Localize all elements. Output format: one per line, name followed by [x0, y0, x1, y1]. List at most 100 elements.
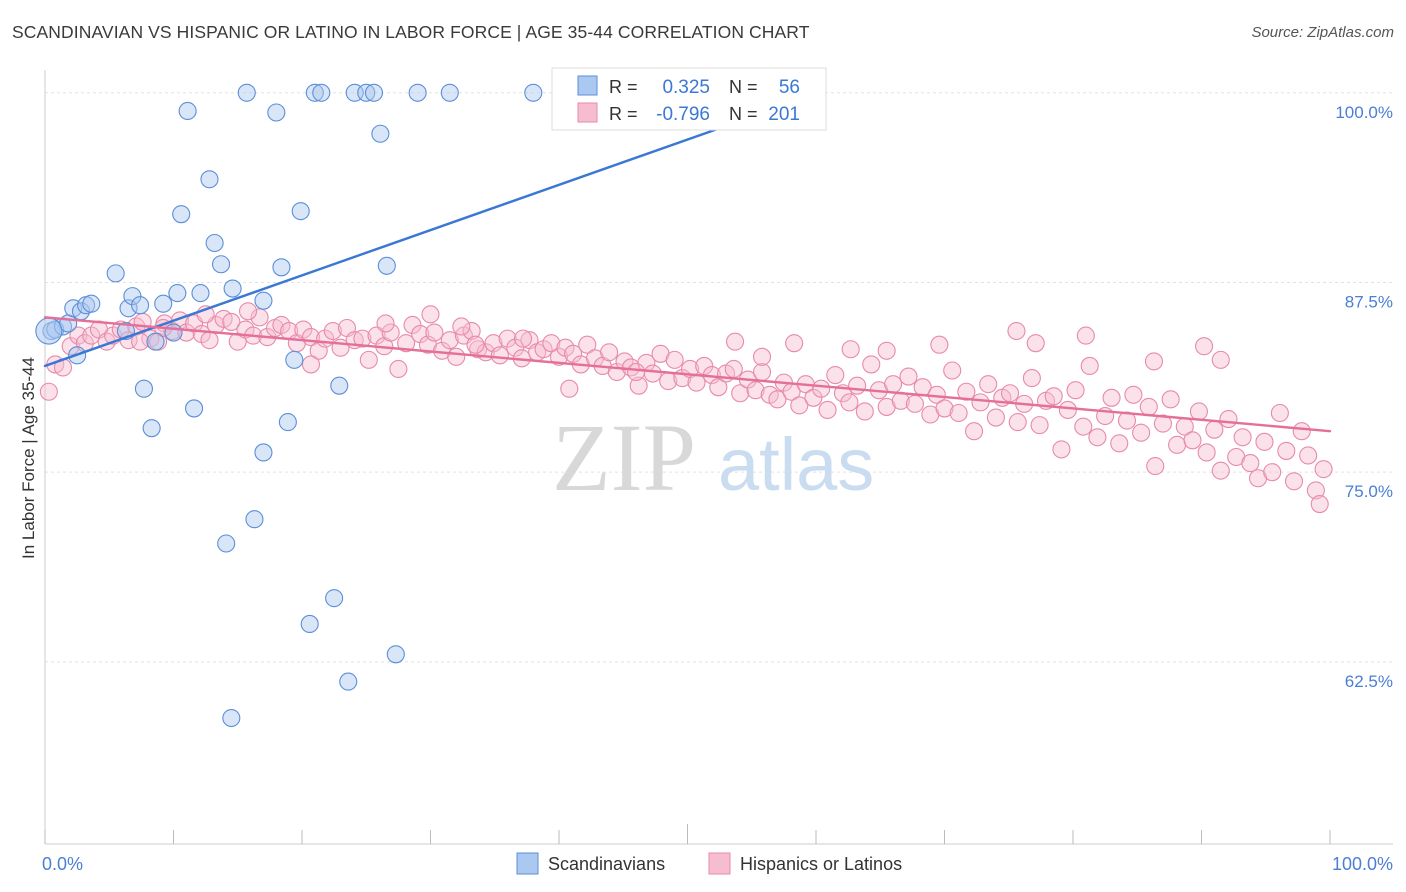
point-hispanics-108: [826, 365, 845, 385]
tick-labels: 100.0% 87.5% 75.0% 62.5% 0.0% 100.0%: [42, 103, 1393, 874]
point-scandinavians-8: [82, 294, 101, 313]
point-scandinavians-48: [408, 83, 427, 102]
point-hispanics-81: [629, 376, 648, 395]
point-hispanics-58: [462, 321, 481, 341]
point-hispanics-178: [1195, 337, 1214, 356]
point-scandinavians-53: [222, 708, 241, 728]
point-hispanics-165: [1241, 454, 1260, 473]
point-hispanics-155: [1168, 435, 1187, 454]
point-hispanics-118: [899, 367, 918, 386]
point-hispanics-174: [1306, 481, 1325, 500]
point-hispanics-185: [752, 347, 772, 366]
point-scandinavians-34: [285, 350, 304, 369]
stats-n-label-2: N =: [729, 104, 758, 124]
point-hispanics-97: [746, 381, 765, 400]
point-hispanics-170: [1277, 441, 1296, 460]
point-hispanics-90: [695, 356, 714, 375]
point-scandinavians-22: [185, 399, 204, 418]
point-hispanics-162: [1219, 410, 1238, 429]
point-scandinavians-23: [191, 284, 210, 303]
point-hispanics-199: [841, 340, 860, 359]
point-scandinavians-28: [223, 279, 242, 298]
trend-line-scandinavians: [43, 93, 818, 368]
point-scandinavians-54: [254, 443, 273, 462]
point-hispanics-188: [513, 329, 533, 348]
point-scandinavians-50: [524, 83, 543, 102]
stats-swatch-hispanics: [577, 102, 598, 123]
y-tick-label-3: 62.5%: [1345, 672, 1393, 691]
point-scandinavians-21: [178, 101, 197, 121]
point-hispanics-44: [359, 350, 378, 369]
point-hispanics-175: [1314, 460, 1333, 479]
point-hispanics-64: [506, 338, 525, 357]
point-hispanics-184: [785, 334, 804, 353]
point-hispanics-50: [403, 315, 422, 335]
point-hispanics-125: [949, 403, 968, 423]
bottom-legend: Scandinavians Hispanics or Latinos: [516, 852, 902, 875]
point-hispanics-113: [862, 355, 881, 374]
point-hispanics-105: [804, 388, 823, 407]
point-hispanics-142: [1074, 417, 1093, 436]
point-scandinavians-40: [330, 376, 349, 395]
point-hispanics-100: [768, 390, 787, 409]
point-hispanics-53: [425, 323, 444, 342]
point-hispanics-112: [855, 402, 874, 421]
point-scandinavians-20: [172, 205, 191, 224]
legend-item-scandinavians[interactable]: Scandinavians: [516, 852, 665, 875]
point-hispanics-95: [731, 384, 750, 403]
stats-legend-box: [551, 67, 827, 131]
point-scandinavians-33: [278, 413, 297, 432]
point-scandinavians-17: [154, 294, 173, 313]
point-hispanics-161: [1211, 461, 1230, 480]
point-hispanics-92: [709, 378, 728, 397]
stats-r-value-hispanics: -0.796: [656, 104, 710, 125]
point-scandinavians-45: [371, 124, 390, 143]
point-hispanics-70: [549, 347, 569, 366]
point-hispanics-169: [1270, 403, 1289, 423]
legend-label-scandinavians: Scandinavians: [548, 854, 665, 874]
point-hispanics-179: [1144, 352, 1164, 371]
point-hispanics-139: [1052, 440, 1071, 459]
stats-r-label-1: R =: [609, 77, 638, 97]
point-hispanics-177: [1211, 350, 1230, 369]
point-hispanics-83: [643, 364, 662, 383]
point-scandinavians-26: [211, 255, 231, 274]
point-hispanics-157: [1183, 431, 1202, 450]
point-hispanics-200: [725, 332, 745, 351]
y-tick-label-1: 87.5%: [1345, 292, 1393, 311]
point-hispanics-192: [376, 314, 395, 333]
point-hispanics-198: [1007, 321, 1026, 341]
point-hispanics-183: [877, 341, 896, 360]
point-hispanics-29: [250, 308, 269, 327]
point-hispanics-150: [1132, 423, 1151, 442]
point-hispanics-181: [1026, 334, 1045, 353]
point-hispanics-152: [1146, 457, 1165, 476]
trend-line-hispanics: [43, 316, 1332, 433]
point-hispanics-69: [542, 334, 561, 353]
legend-item-hispanics[interactable]: Hispanics or Latinos: [708, 852, 902, 875]
stats-n-value-hispanics: 201: [768, 104, 800, 125]
point-hispanics-136: [1030, 416, 1049, 435]
point-hispanics-25: [222, 312, 241, 331]
point-scandinavians-14: [134, 379, 153, 398]
point-hispanics-151: [1139, 397, 1158, 416]
point-scandinavians-27: [217, 534, 236, 553]
point-hispanics-0: [39, 382, 58, 401]
point-hispanics-94: [724, 359, 743, 379]
point-hispanics-110: [840, 393, 859, 412]
point-hispanics-106: [812, 379, 831, 398]
watermark-zip: ZIP: [552, 404, 696, 511]
point-hispanics-159: [1197, 443, 1216, 462]
point-scandinavians-12: [123, 287, 142, 306]
point-hispanics-164: [1233, 428, 1252, 447]
point-hispanics-143: [1080, 356, 1099, 375]
point-scandinavians-15: [142, 419, 161, 438]
point-hispanics-133: [1008, 413, 1027, 432]
point-hispanics-98: [752, 362, 772, 382]
stats-n-label-1: N =: [729, 77, 758, 97]
point-hispanics-35: [294, 320, 313, 339]
point-hispanics-146: [1102, 388, 1121, 407]
point-hispanics-187: [560, 379, 579, 398]
point-scandinavians-29: [237, 83, 256, 102]
